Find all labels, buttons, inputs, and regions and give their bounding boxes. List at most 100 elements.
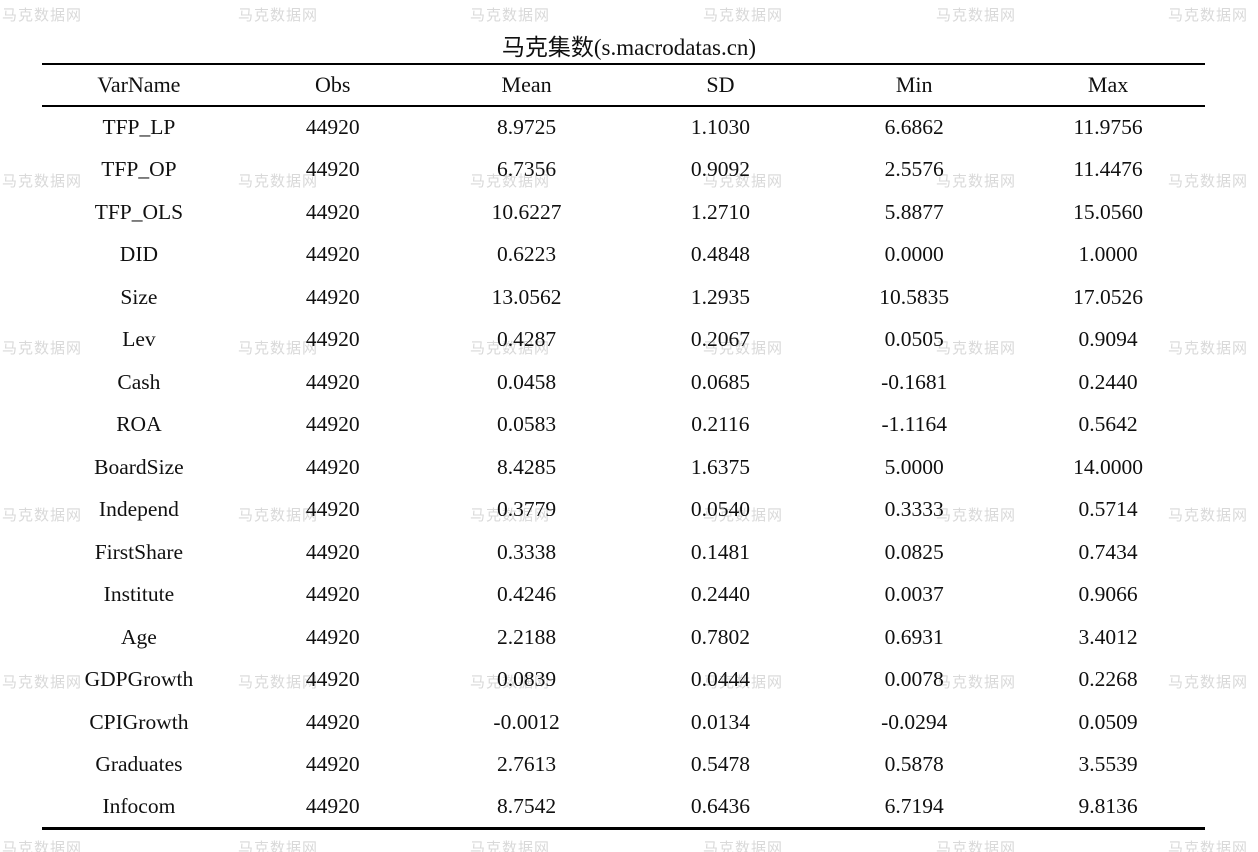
value-cell: 44920 xyxy=(305,752,360,777)
value-cell: 44920 xyxy=(305,794,360,818)
value-cell: 1.2710 xyxy=(690,199,750,224)
value-cell: 44920 xyxy=(305,327,360,352)
column-header-max: Max xyxy=(1087,72,1129,97)
value-cell: 1.0000 xyxy=(1078,242,1138,267)
table-row: TFP_LP 44920 8.9725 1.1030 6.6862 11.9756 xyxy=(42,106,1205,149)
value-cell: 8.9725 xyxy=(497,115,557,140)
value-cell: 17.0526 xyxy=(1073,284,1143,309)
value-cell: 0.2440 xyxy=(690,582,750,607)
column-header-min: Min xyxy=(895,72,933,97)
var-name-cell: DID xyxy=(119,242,159,267)
var-name-cell: CPIGrowth xyxy=(89,709,189,734)
value-cell: 0.0583 xyxy=(497,412,557,437)
watermark-text: 马克数据网 xyxy=(1168,840,1249,852)
value-cell: 44920 xyxy=(305,284,360,309)
var-name-cell: Graduates xyxy=(95,752,183,777)
watermark-text: 马克数据网 xyxy=(2,840,83,852)
value-cell: 5.8877 xyxy=(884,199,944,224)
value-cell: 6.7356 xyxy=(497,157,557,182)
value-cell: 3.5539 xyxy=(1078,752,1138,777)
var-name-cell: TFP_OP xyxy=(101,157,177,182)
value-cell: 0.0037 xyxy=(884,582,944,607)
table-row: Lev 44920 0.4287 0.2067 0.0505 0.9094 xyxy=(42,319,1205,362)
value-cell: 0.4246 xyxy=(497,582,557,607)
var-name-cell: Independ xyxy=(98,497,179,522)
value-cell: 0.6436 xyxy=(690,794,750,818)
var-name-cell: FirstShare xyxy=(94,539,184,564)
value-cell: 0.0078 xyxy=(884,667,944,692)
watermark-text: 马克数据网 xyxy=(703,840,784,852)
table-row: ROA 44920 0.0583 0.2116 -1.1164 0.5642 xyxy=(42,404,1205,447)
value-cell: -0.0012 xyxy=(493,709,560,734)
watermark-text: 马克数据网 xyxy=(936,840,1017,852)
value-cell: 0.6931 xyxy=(884,624,944,649)
var-name-cell: Age xyxy=(121,624,157,649)
value-cell: 44920 xyxy=(305,667,360,692)
page-title: 马克集数(s.macrodatas.cn) xyxy=(501,35,757,60)
value-cell: 0.7434 xyxy=(1078,539,1138,564)
var-name-cell: BoardSize xyxy=(94,454,184,479)
value-cell: 0.0839 xyxy=(497,667,557,692)
value-cell: 0.0000 xyxy=(884,242,944,267)
value-cell: 13.0562 xyxy=(491,284,562,309)
value-cell: 44920 xyxy=(305,539,360,564)
var-name-cell: Cash xyxy=(117,369,161,394)
value-cell: -0.1681 xyxy=(881,369,948,394)
value-cell: 10.6227 xyxy=(491,199,562,224)
table-row: FirstShare 44920 0.3338 0.1481 0.0825 0.7434 xyxy=(42,531,1205,574)
table-row: Graduates 44920 2.7613 0.5478 0.5878 3.5539 xyxy=(42,744,1205,787)
watermark-text: 马克数据网 xyxy=(703,7,784,24)
value-cell: 11.9756 xyxy=(1073,115,1143,140)
value-cell: 44920 xyxy=(305,624,360,649)
value-cell: 0.3338 xyxy=(497,539,557,564)
value-cell: 0.5478 xyxy=(690,752,750,777)
table-row: TFP_OLS 44920 10.6227 1.2710 5.8877 15.0560 xyxy=(42,191,1205,234)
value-cell: 44920 xyxy=(305,454,360,479)
value-cell: 1.2935 xyxy=(690,284,750,309)
value-cell: 0.0134 xyxy=(690,709,750,734)
value-cell: 11.4476 xyxy=(1073,157,1143,182)
watermark-text: 马克数据网 xyxy=(936,7,1017,24)
var-name-cell: Infocom xyxy=(102,794,176,818)
value-cell: 0.0509 xyxy=(1078,709,1138,734)
value-cell: 0.6223 xyxy=(497,242,557,267)
column-header-obs: Obs xyxy=(315,72,351,97)
var-name-cell: GDPGrowth xyxy=(84,667,194,692)
watermark-text: 马克数据网 xyxy=(2,7,83,24)
table-row: CPIGrowth 44920 -0.0012 0.0134 -0.0294 0.0509 xyxy=(42,701,1205,744)
value-cell: 6.7194 xyxy=(884,794,944,818)
value-cell: 44920 xyxy=(305,199,360,224)
var-name-cell: TFP_LP xyxy=(102,115,176,140)
value-cell: 44920 xyxy=(305,115,360,140)
value-cell: 0.5714 xyxy=(1078,497,1138,522)
summary-stats-table: VarName Obs Mean SD Min Max TFP_LP 44920 8.9725… xyxy=(42,63,1205,830)
watermark-text: 马克数据网 xyxy=(238,840,319,852)
var-name-cell: Lev xyxy=(122,327,156,352)
value-cell: 1.6375 xyxy=(690,454,750,479)
value-cell: 0.5642 xyxy=(1078,412,1138,437)
value-cell: 2.2188 xyxy=(497,624,557,649)
table-row: Infocom 44920 8.7542 0.6436 6.7194 9.8136 xyxy=(42,786,1205,829)
value-cell: 0.0685 xyxy=(690,369,750,394)
value-cell: -0.0294 xyxy=(881,709,948,734)
table-row: BoardSize 44920 8.4285 1.6375 5.0000 14.0000 xyxy=(42,446,1205,489)
value-cell: 0.4848 xyxy=(690,242,750,267)
table-row: Cash 44920 0.0458 0.0685 -0.1681 0.2440 xyxy=(42,361,1205,404)
value-cell: 0.5878 xyxy=(884,752,944,777)
table-header-row: VarName Obs Mean SD Min Max xyxy=(42,64,1205,106)
watermark-text: 马克数据网 xyxy=(470,7,551,24)
value-cell: 44920 xyxy=(305,497,360,522)
value-cell: 8.4285 xyxy=(497,454,557,479)
value-cell: 0.2440 xyxy=(1078,369,1138,394)
value-cell: 2.7613 xyxy=(497,752,557,777)
value-cell: 0.0505 xyxy=(884,327,944,352)
value-cell: 0.7802 xyxy=(690,624,750,649)
var-name-cell: Institute xyxy=(103,582,175,607)
table-row: Size 44920 13.0562 1.2935 10.5835 17.0526 xyxy=(42,276,1205,319)
value-cell: 0.0825 xyxy=(884,539,944,564)
value-cell: 0.0540 xyxy=(690,497,750,522)
value-cell: 44920 xyxy=(305,242,360,267)
column-header-mean: Mean xyxy=(501,72,552,97)
value-cell: 9.8136 xyxy=(1078,794,1138,818)
table-row: TFP_OP 44920 6.7356 0.9092 2.5576 11.4476 xyxy=(42,149,1205,192)
